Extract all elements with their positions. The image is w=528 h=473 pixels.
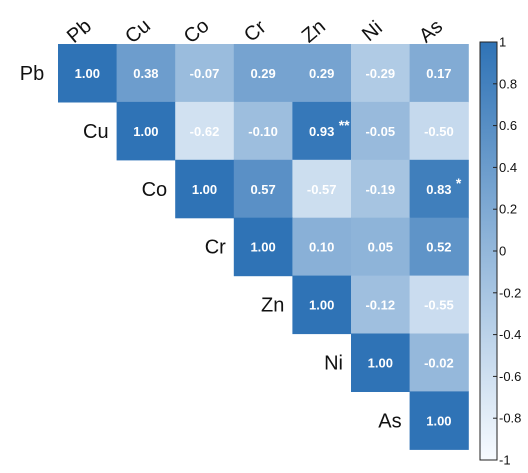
col-label-pb: Pb (63, 15, 96, 48)
cell-cu-co (175, 101, 235, 161)
cell-pb-pb (58, 44, 118, 103)
heatmap-value-labels: 1.00 0.38 -0.07 0.29 0.29 -0.29 0.17 1.00 -0.62 -… (75, 66, 454, 428)
colorbar-tick-label: 0.2 (499, 202, 517, 217)
value-label-pb-pb: 1.00 (75, 66, 100, 81)
col-label-co: Co (180, 15, 214, 48)
value-label-ni-as: -0.02 (424, 355, 454, 370)
cell-zn-as (409, 275, 469, 335)
value-label-as-as: 1.00 (426, 413, 451, 428)
cell-zn-zn (292, 275, 352, 335)
value-label-cr-cr: 1.00 (250, 240, 275, 255)
cell-co-zn (292, 159, 352, 219)
value-label-co-zn: -0.57 (307, 182, 337, 197)
row-label-ni: Ni (324, 352, 343, 374)
value-label-co-co: 1.00 (192, 182, 217, 197)
significance-star: * (456, 175, 462, 191)
value-label-pb-cu: 0.38 (133, 66, 158, 81)
cell-cu-as (409, 101, 469, 161)
cell-co-ni (351, 159, 411, 219)
cell-cu-zn (292, 101, 352, 161)
value-label-cu-zn: 0.93 (309, 124, 334, 139)
value-label-co-ni: -0.19 (365, 182, 395, 197)
cell-pb-cu (116, 44, 176, 103)
colorbar-tick-label: 0.6 (499, 118, 517, 133)
heatmap-cells (58, 44, 469, 450)
value-label-cu-as: -0.50 (424, 124, 454, 139)
cell-co-as (409, 159, 469, 219)
colorbar-tick-label: -0.2 (499, 285, 521, 300)
row-labels: Pb Cu Co Cr Zn Ni As (20, 63, 402, 432)
colorbar-tick-label: 0 (499, 244, 506, 259)
significance-star: ** (339, 117, 350, 133)
cell-pb-cr (233, 44, 293, 103)
colorbar-tick-label: -0.6 (499, 369, 521, 384)
row-label-pb: Pb (20, 63, 44, 85)
value-label-cu-ni: -0.05 (365, 124, 395, 139)
cell-zn-ni (351, 275, 411, 335)
cell-cu-cu (116, 101, 176, 161)
row-label-as: As (378, 410, 401, 432)
value-label-co-as: 0.83 (426, 182, 451, 197)
value-label-pb-cr: 0.29 (250, 66, 275, 81)
value-label-cr-ni: 0.05 (368, 240, 393, 255)
colorbar-tick-label: -0.4 (499, 327, 521, 342)
cell-cr-cr (233, 217, 293, 277)
value-label-zn-as: -0.55 (424, 298, 454, 313)
col-label-cu: Cu (121, 15, 155, 48)
value-label-zn-ni: -0.12 (365, 298, 395, 313)
colorbar-tick-label: 0.8 (499, 76, 517, 91)
cell-cu-cr (233, 101, 293, 161)
colorbar: 1 0.8 0.6 0.4 0.2 0 -0.2 -0.4 -0.6 -0.8 -1 (479, 35, 521, 468)
value-label-cu-co: -0.62 (190, 124, 220, 139)
cell-co-cr (233, 159, 293, 219)
value-label-ni-ni: 1.00 (368, 355, 393, 370)
cell-cr-as (409, 217, 469, 277)
colorbar-tick-label: -0.8 (499, 411, 521, 426)
value-label-pb-co: -0.07 (190, 66, 220, 81)
col-label-cr: Cr (240, 16, 271, 47)
colorbar-tick-label: 0.4 (499, 160, 517, 175)
row-label-cr: Cr (205, 237, 226, 259)
col-label-ni: Ni (358, 17, 387, 46)
value-label-co-cr: 0.57 (250, 182, 275, 197)
value-label-cu-cr: -0.10 (248, 124, 278, 139)
cell-cr-zn (292, 217, 352, 277)
colorbar-tick-label: 1 (499, 35, 506, 50)
col-label-as: As (415, 15, 447, 47)
value-label-cr-zn: 0.10 (309, 240, 334, 255)
significance-marks: *** (339, 117, 462, 191)
cell-cu-ni (351, 101, 411, 161)
row-label-cu: Cu (83, 121, 109, 143)
row-label-co: Co (142, 179, 168, 201)
column-labels: Pb Cu Co Cr Zn Ni As (63, 15, 447, 48)
value-label-cu-cu: 1.00 (133, 124, 158, 139)
col-label-zn: Zn (298, 15, 330, 47)
cell-ni-as (409, 333, 469, 392)
value-label-pb-zn: 0.29 (309, 66, 334, 81)
cell-pb-zn (292, 44, 352, 103)
cell-pb-ni (351, 44, 411, 103)
cell-as-as (409, 391, 469, 450)
cell-co-co (175, 159, 235, 219)
value-label-pb-as: 0.17 (426, 66, 451, 81)
cell-pb-as (409, 44, 469, 103)
value-label-cr-as: 0.52 (426, 240, 451, 255)
colorbar-tick-label: -1 (499, 453, 511, 468)
cell-pb-co (175, 44, 235, 103)
cell-ni-ni (351, 333, 411, 392)
row-label-zn: Zn (261, 295, 284, 317)
cell-cr-ni (351, 217, 411, 277)
value-label-zn-zn: 1.00 (309, 298, 334, 313)
value-label-pb-ni: -0.29 (365, 66, 395, 81)
